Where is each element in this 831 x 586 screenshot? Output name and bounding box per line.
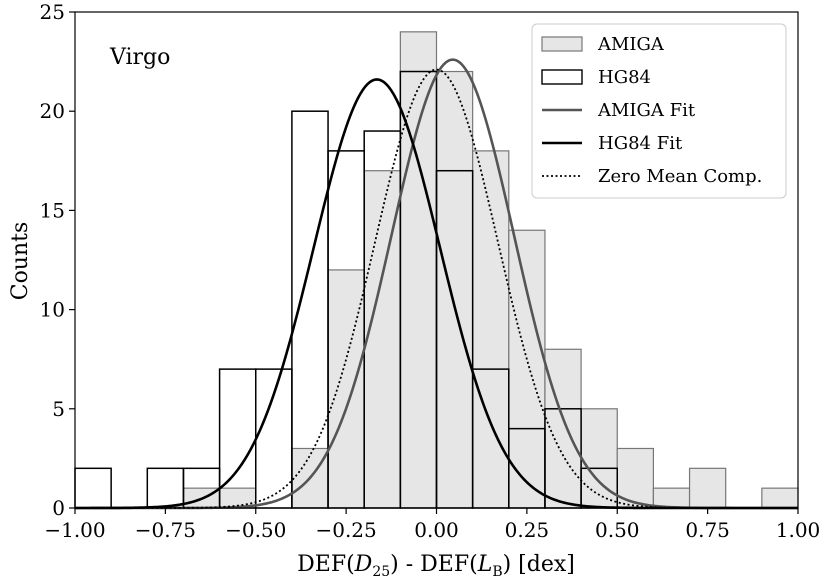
amiga-bar — [508, 229, 546, 509]
amiga-bar — [399, 31, 438, 509]
x-axis-label-l-sub: B — [492, 564, 502, 580]
y-tick-label: 25 — [40, 0, 65, 24]
x-tick-label: 1.00 — [776, 518, 821, 542]
legend-swatch-hg84 — [541, 69, 583, 85]
x-axis-label-middle: ) - DEF( — [390, 552, 478, 577]
y-tick-label: 5 — [52, 397, 65, 421]
x-tick-label: 0.75 — [685, 518, 730, 542]
y-axis-label: Counts — [8, 222, 33, 301]
legend-label-amiga-fit: AMIGA Fit — [597, 100, 696, 121]
y-axis: 0 5 10 15 20 25 — [40, 0, 75, 520]
amiga-bar — [435, 70, 474, 509]
y-tick-label: 15 — [40, 198, 65, 222]
x-axis-label-suffix: ) [dex] — [503, 552, 575, 577]
legend-label-zero-mean: Zero Mean Comp. — [598, 166, 762, 187]
hg84-bar — [146, 467, 185, 509]
amiga-bar — [652, 487, 691, 509]
hg84-bar — [74, 467, 112, 509]
x-axis: −1.00 −0.75 −0.50 −0.25 0.00 0.25 0.50 0.75 1.00 — [44, 508, 820, 542]
x-tick-label: −0.50 — [225, 518, 286, 542]
hg84-bar — [218, 368, 257, 509]
x-tick-label: −0.25 — [315, 518, 376, 542]
amiga-bar — [761, 487, 799, 509]
amiga-bar — [327, 269, 365, 509]
y-tick-label: 20 — [40, 99, 65, 123]
amiga-bar — [544, 348, 582, 509]
x-tick-label: 0.25 — [505, 518, 550, 542]
x-tick-label: −1.00 — [44, 518, 105, 542]
x-tick-label: 0.00 — [414, 518, 459, 542]
legend-swatch-amiga — [541, 36, 583, 52]
x-axis-label-d: D — [354, 552, 373, 577]
x-axis-label-d-sub: 25 — [372, 564, 390, 580]
x-tick-label: −0.75 — [135, 518, 196, 542]
region-label: Virgo — [109, 45, 170, 70]
x-tick-label: 0.50 — [595, 518, 640, 542]
amiga-bar — [688, 467, 727, 509]
amiga-bar — [472, 150, 510, 509]
legend-label-hg84: HG84 — [598, 67, 651, 88]
y-tick-label: 0 — [52, 496, 65, 520]
hg84-bar — [255, 368, 293, 509]
x-axis-label: DEF(D25) - DEF(LB) [dex] — [297, 552, 575, 580]
legend-box — [531, 23, 787, 199]
legend-label-hg84-fit: HG84 Fit — [598, 133, 683, 154]
y-tick-label: 10 — [40, 298, 65, 322]
legend-label-amiga: AMIGA — [597, 34, 665, 55]
x-axis-label-l: L — [477, 552, 493, 577]
legend: AMIGA HG84 AMIGA Fit HG84 Fit Zero Mean … — [531, 23, 787, 199]
x-axis-label-prefix: DEF( — [297, 552, 355, 577]
